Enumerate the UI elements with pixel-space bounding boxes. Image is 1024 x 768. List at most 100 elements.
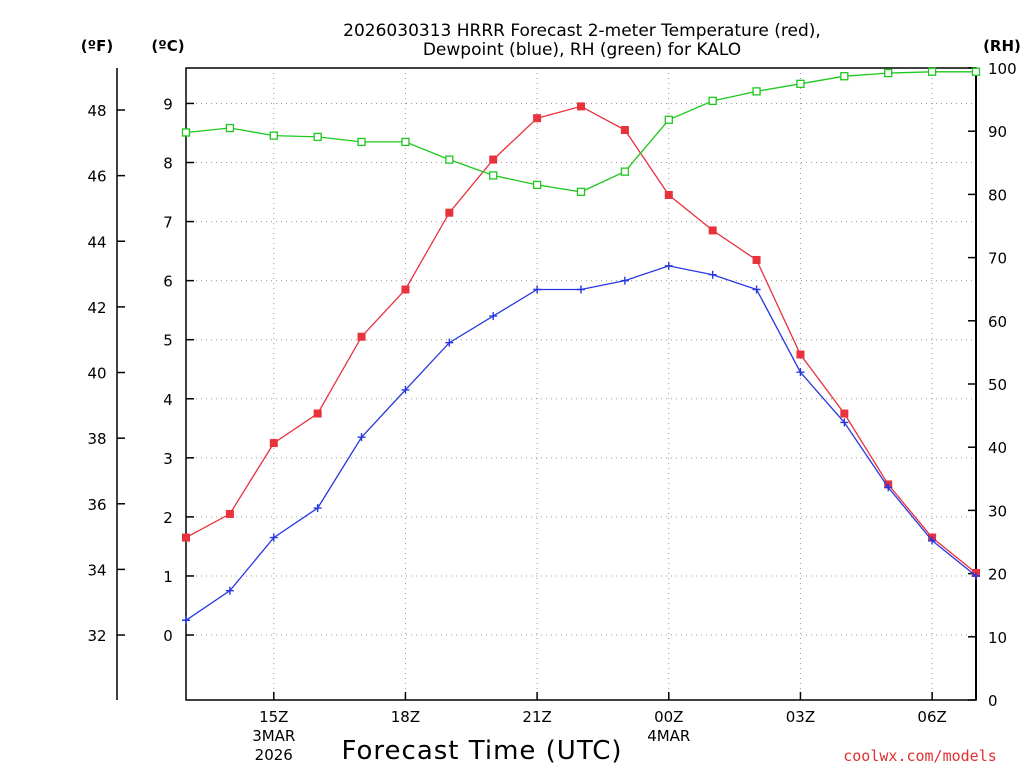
dewpoint-point: [752, 285, 761, 294]
rh-point: [664, 115, 673, 124]
temperature-point: [533, 114, 542, 123]
rh-tick-label: 40: [988, 439, 1007, 457]
temperature-point: [489, 155, 498, 164]
dewpoint-point: [401, 385, 410, 394]
time-tick-label: 06Z: [917, 708, 946, 726]
time-tick-label: 18Z: [391, 708, 420, 726]
temperature-point: [401, 285, 410, 294]
rh-tick-label: 20: [988, 566, 1007, 584]
dewpoint-point: [182, 616, 190, 625]
dewpoint-point: [313, 504, 322, 513]
rh-point: [401, 137, 410, 147]
dewpoint-series: [182, 261, 980, 625]
celsius-axis: 0 1 2 3 4 5 6 7 8 9: [163, 95, 194, 645]
dewpoint-point: [489, 312, 498, 321]
time-tick-label: 00Z: [654, 708, 683, 726]
dewpoint-point: [269, 533, 278, 542]
rh-line: [185, 71, 976, 193]
celsius-tick-label: 0: [163, 627, 173, 645]
rh-point: [796, 79, 805, 88]
dewpoint-point: [357, 433, 366, 442]
temperature-point: [269, 439, 278, 448]
rh-tick-label: 60: [988, 313, 1007, 331]
dewpoint-point: [840, 418, 849, 427]
series-layer: [181, 67, 981, 625]
fahrenheit-tick-label: 36: [87, 496, 106, 514]
dewpoint-point: [664, 261, 673, 270]
temperature-point: [752, 255, 761, 264]
rh-tick-label: 90: [988, 123, 1007, 141]
rh-point: [620, 167, 630, 176]
celsius-tick-label: 6: [163, 273, 173, 291]
dewpoint-point: [533, 285, 542, 294]
temperature-point: [445, 208, 454, 217]
celsius-tick-label: 8: [163, 155, 173, 173]
celsius-tick-label: 7: [163, 214, 173, 232]
temperature-point: [577, 102, 585, 111]
rh-axis: 0 10 20 30 40 50 60 70 80 90 100: [968, 60, 1017, 710]
rh-point: [181, 128, 191, 137]
temperature-point: [708, 226, 717, 235]
dewpoint-point: [884, 483, 893, 492]
temperature-series: [182, 102, 980, 578]
celsius-tick-label: 1: [163, 568, 173, 586]
temperature-point: [357, 332, 366, 341]
rh-point: [357, 137, 366, 147]
rh-point: [313, 132, 322, 142]
dewpoint-point: [225, 586, 234, 595]
celsius-unit-label: (ºC): [151, 37, 184, 55]
rh-point: [532, 180, 542, 190]
celsius-tick-label: 9: [163, 95, 173, 113]
rh-tick-label: 50: [988, 376, 1007, 394]
rh-point: [445, 155, 454, 164]
time-tick-label: 21Z: [522, 708, 551, 726]
date-tick-label: 4MAR: [647, 727, 690, 745]
rh-tick-label: 0: [988, 692, 998, 710]
celsius-tick-label: 2: [163, 509, 173, 527]
time-tick-label: 03Z: [786, 708, 815, 726]
temperature-point: [620, 126, 629, 135]
rh-point: [884, 68, 893, 78]
fahrenheit-tick-label: 46: [87, 168, 106, 186]
rh-point: [489, 171, 498, 180]
fahrenheit-tick-label: 34: [87, 561, 106, 579]
temperature-point: [182, 533, 190, 542]
chart-title-line2: Dewpoint (blue), RH (green) for KALO: [423, 40, 741, 60]
fahrenheit-axis: 32 34 36 38 40 42 44 46 48: [87, 102, 125, 645]
time-tick-label: 15Z: [259, 708, 288, 726]
dewpoint-point: [445, 338, 454, 347]
dewpoint-line: [185, 265, 977, 621]
temperature-point: [796, 350, 805, 359]
dewpoint-point: [577, 285, 585, 294]
grid-lines: [186, 68, 976, 700]
x-axis-title: Forecast Time (UTC): [341, 736, 622, 766]
rh-point: [576, 187, 586, 197]
fahrenheit-tick-label: 42: [87, 299, 106, 317]
rh-tick-label: 70: [988, 250, 1007, 268]
source-credit: coolwx.com/models: [843, 747, 997, 765]
fahrenheit-tick-label: 48: [87, 102, 106, 120]
fahrenheit-unit-label: (ºF): [81, 37, 113, 55]
date-tick-label: 3MAR: [252, 727, 295, 745]
dewpoint-point: [928, 536, 937, 545]
fahrenheit-tick-label: 44: [87, 233, 106, 251]
rh-point: [269, 131, 278, 140]
year-tick-label: 2026: [255, 746, 293, 764]
rh-point: [927, 67, 937, 76]
rh-tick-label: 100: [988, 60, 1017, 78]
temperature-point: [225, 509, 234, 518]
celsius-tick-label: 4: [163, 391, 173, 409]
chart-title-line1: 2026030313 HRRR Forecast 2-meter Tempera…: [343, 21, 821, 41]
fahrenheit-tick-label: 32: [87, 627, 106, 645]
rh-unit-label: (RH): [983, 37, 1021, 55]
dewpoint-point: [796, 368, 805, 377]
dewpoint-point: [708, 270, 717, 279]
rh-point: [971, 67, 981, 76]
dewpoint-point: [972, 571, 980, 580]
rh-tick-label: 10: [988, 629, 1007, 647]
rh-point: [708, 96, 717, 106]
temperature-point: [664, 190, 673, 199]
rh-series: [181, 67, 981, 197]
celsius-tick-label: 3: [163, 450, 173, 468]
